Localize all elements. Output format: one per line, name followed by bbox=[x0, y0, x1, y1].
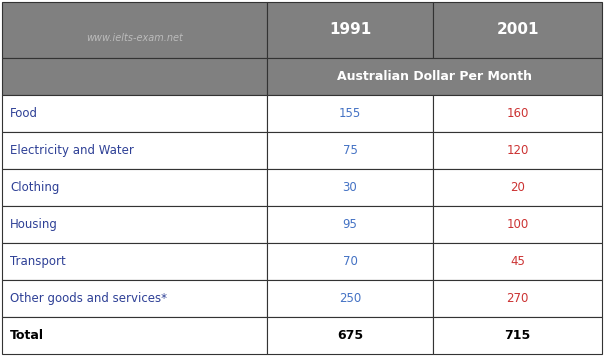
Bar bbox=[267, 243, 433, 280]
Bar bbox=[2, 317, 267, 354]
Text: 120: 120 bbox=[506, 144, 528, 157]
Text: 270: 270 bbox=[506, 292, 528, 305]
Text: 70: 70 bbox=[342, 255, 358, 268]
Bar bbox=[433, 2, 602, 58]
Text: Electricity and Water: Electricity and Water bbox=[10, 144, 134, 157]
Bar bbox=[267, 169, 433, 206]
Text: 45: 45 bbox=[510, 255, 525, 268]
Text: Housing: Housing bbox=[10, 218, 58, 231]
Bar bbox=[2, 280, 267, 317]
Bar bbox=[2, 132, 267, 169]
Text: Food: Food bbox=[10, 107, 38, 120]
Bar bbox=[2, 169, 267, 206]
Bar bbox=[267, 132, 433, 169]
Text: Australian Dollar Per Month: Australian Dollar Per Month bbox=[337, 70, 532, 83]
Text: 1991: 1991 bbox=[329, 23, 371, 37]
Text: Total: Total bbox=[10, 329, 44, 342]
Text: 250: 250 bbox=[339, 292, 361, 305]
Bar bbox=[267, 280, 433, 317]
Bar bbox=[433, 95, 602, 132]
Text: Clothing: Clothing bbox=[10, 181, 59, 194]
Bar bbox=[433, 132, 602, 169]
Bar bbox=[267, 2, 433, 58]
Text: 155: 155 bbox=[339, 107, 361, 120]
Text: 20: 20 bbox=[510, 181, 525, 194]
Text: 715: 715 bbox=[504, 329, 531, 342]
Bar bbox=[433, 317, 602, 354]
Bar bbox=[2, 58, 267, 95]
Bar bbox=[2, 243, 267, 280]
Bar bbox=[2, 2, 267, 58]
Text: Transport: Transport bbox=[10, 255, 66, 268]
Bar bbox=[2, 206, 267, 243]
Text: 75: 75 bbox=[342, 144, 358, 157]
Bar bbox=[433, 280, 602, 317]
Text: Other goods and services*: Other goods and services* bbox=[10, 292, 167, 305]
Text: 2001: 2001 bbox=[496, 23, 539, 37]
Bar bbox=[2, 95, 267, 132]
Bar bbox=[267, 206, 433, 243]
Text: 95: 95 bbox=[342, 218, 358, 231]
Text: 160: 160 bbox=[506, 107, 528, 120]
Bar bbox=[433, 169, 602, 206]
Text: 675: 675 bbox=[337, 329, 363, 342]
Bar bbox=[267, 317, 433, 354]
Text: 100: 100 bbox=[506, 218, 528, 231]
Bar bbox=[433, 243, 602, 280]
Bar bbox=[267, 58, 602, 95]
Bar bbox=[433, 206, 602, 243]
Text: www.ielts-exam.net: www.ielts-exam.net bbox=[86, 33, 183, 43]
Bar bbox=[267, 95, 433, 132]
Text: 30: 30 bbox=[342, 181, 358, 194]
